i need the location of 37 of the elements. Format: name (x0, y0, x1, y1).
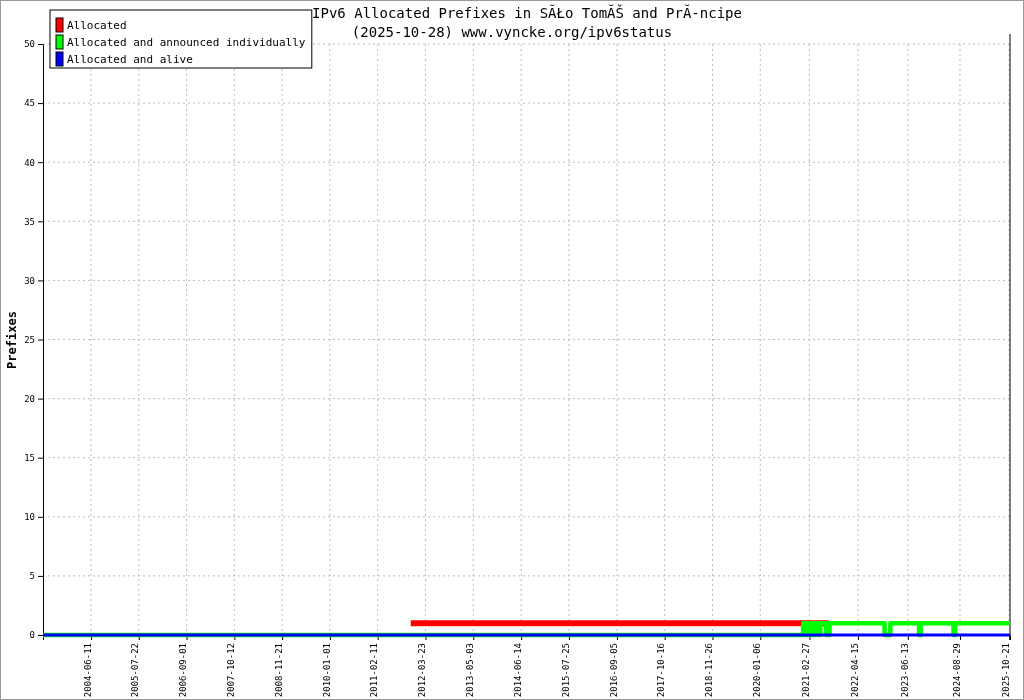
chart-title: IPv6 Allocated Prefixes in SĂŁo TomĂŠ and PrĂ-ncipe (312, 4, 742, 21)
x-tick-label: 2020-01-06 (751, 643, 762, 698)
x-tick-label: 2006-09-01 (178, 643, 189, 698)
x-tick-label: 2016-09-05 (608, 643, 619, 698)
chart-subtitle: (2025-10-28) www.vyncke.org/ipv6status (351, 24, 673, 40)
x-tick-label: 2011-02-11 (369, 643, 380, 698)
x-tick-label: 2014-06-14 (512, 643, 523, 698)
y-tick-label: 40 (24, 157, 35, 168)
y-axis-title: Prefixes (5, 311, 19, 369)
y-tick-label: 10 (24, 512, 35, 523)
y-tick-label: 5 (29, 571, 35, 582)
x-tick-label: 2005-07-22 (130, 643, 141, 698)
x-tick-label: 2023-06-13 (899, 643, 910, 698)
y-tick-label: 0 (29, 630, 35, 641)
x-tick-label: 2015-07-25 (560, 643, 571, 698)
x-tick-label: 2010-01-01 (321, 643, 332, 698)
y-tick-label: 20 (24, 393, 35, 404)
x-tick-label: 2024-08-29 (951, 643, 962, 698)
x-tick-label: 2008-11-21 (273, 643, 284, 698)
y-tick-label: 35 (24, 216, 35, 227)
y-tick-label: 30 (24, 275, 35, 286)
x-tick-label: 2021-02-27 (801, 643, 812, 698)
legend-label: Allocated and alive (67, 53, 193, 66)
x-tick-label: 2013-05-03 (464, 643, 475, 698)
x-tick-label: 2004-06-11 (82, 643, 93, 698)
x-tick-label: 2018-11-26 (704, 643, 715, 698)
legend-label: Allocated (67, 19, 127, 32)
x-tick-label: 2012-03-23 (417, 643, 428, 698)
x-tick-label: 2007-10-12 (226, 643, 236, 698)
x-tick-label: 2025-10-21 (1000, 643, 1011, 698)
x-tick-label: 2022-04-15 (849, 643, 860, 698)
y-tick-label: 50 (24, 39, 35, 50)
y-tick-label: 15 (24, 453, 35, 464)
y-tick-label: 45 (24, 98, 35, 109)
y-tick-label: 25 (24, 334, 35, 345)
x-tick-label: 2017-10-16 (656, 643, 667, 698)
legend-label: Allocated and announced individually (67, 36, 306, 49)
